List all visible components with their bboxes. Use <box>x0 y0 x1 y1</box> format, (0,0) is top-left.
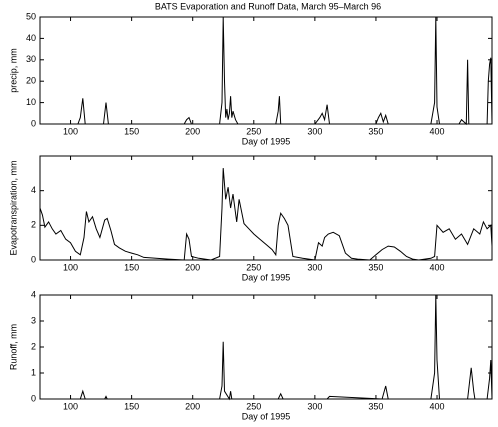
y-axis-label: Evapotranspiration, mm <box>8 160 18 255</box>
x-tick-label: 400 <box>430 401 445 411</box>
chart-title: BATS Evaporation and Runoff Data, March … <box>155 1 381 11</box>
x-tick-label: 350 <box>368 401 383 411</box>
y-tick-label: 4 <box>31 185 36 195</box>
y-tick-label: 50 <box>26 11 36 21</box>
y-tick-label: 10 <box>26 97 36 107</box>
y-tick-label: 20 <box>26 76 36 86</box>
y-tick-label: 4 <box>31 289 36 299</box>
x-tick-label: 150 <box>124 262 139 272</box>
x-tick-label: 250 <box>246 126 261 136</box>
y-tick-label: 3 <box>31 315 36 325</box>
y-tick-label: 30 <box>26 54 36 64</box>
x-tick-label: 300 <box>307 262 322 272</box>
x-tick-label: 100 <box>63 126 78 136</box>
plot-frame <box>39 16 493 125</box>
x-tick-label: 250 <box>246 401 261 411</box>
plot-frame <box>39 294 493 400</box>
x-tick-label: 200 <box>185 126 200 136</box>
y-axis-label: Runoff, mm <box>8 324 18 370</box>
x-axis-label: Day of 1995 <box>242 136 291 146</box>
x-tick-label: 100 <box>63 262 78 272</box>
y-tick-label: 0 <box>31 393 36 403</box>
data-line <box>40 294 493 401</box>
y-tick-label: 0 <box>31 118 36 128</box>
x-tick-label: 150 <box>124 126 139 136</box>
x-tick-label: 150 <box>124 401 139 411</box>
y-tick-label: 0 <box>31 254 36 264</box>
x-tick-label: 300 <box>307 401 322 411</box>
x-tick-label: 100 <box>63 401 78 411</box>
data-line <box>40 16 493 126</box>
x-tick-label: 200 <box>185 262 200 272</box>
y-tick-label: 2 <box>31 220 36 230</box>
x-axis-label: Day of 1995 <box>242 411 291 421</box>
x-axis-label: Day of 1995 <box>242 272 291 282</box>
y-axis-label: precip, mm <box>8 48 18 93</box>
x-tick-label: 300 <box>307 126 322 136</box>
x-tick-label: 350 <box>368 126 383 136</box>
data-line <box>39 168 493 261</box>
x-tick-label: 200 <box>185 401 200 411</box>
x-tick-label: 400 <box>430 262 445 272</box>
y-tick-label: 1 <box>31 367 36 377</box>
y-tick-label: 40 <box>26 33 36 43</box>
x-tick-label: 250 <box>246 262 261 272</box>
x-tick-label: 400 <box>430 126 445 136</box>
x-tick-label: 350 <box>368 262 383 272</box>
y-tick-label: 2 <box>31 341 36 351</box>
